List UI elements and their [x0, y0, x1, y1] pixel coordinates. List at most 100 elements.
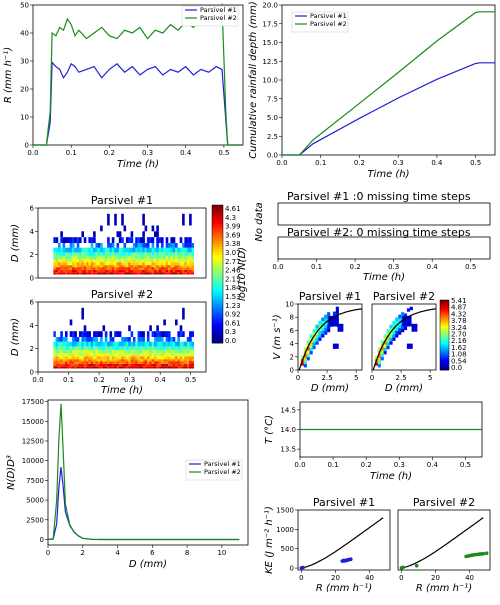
colorbar-segment [440, 322, 449, 325]
heatmap-cell [125, 363, 129, 367]
heatmap-cell [154, 331, 157, 337]
heatmap-cell [146, 237, 150, 243]
heatmap-cell [69, 269, 73, 273]
heatmap-cell [128, 269, 131, 273]
heatmap-cell [161, 366, 164, 369]
heatmap-cell [116, 255, 120, 260]
colorbar-segment [212, 262, 223, 267]
axes-frame [397, 509, 491, 571]
heatmap-cell [149, 265, 152, 268]
heatmap-cell [118, 366, 122, 369]
heatmap-cell [156, 325, 159, 332]
heatmap-cell [380, 350, 384, 354]
heatmap-cell [109, 337, 113, 342]
colorbar-tick-label: 4.87 [451, 304, 467, 312]
x-tick-label: 0.2 [350, 263, 361, 271]
heatmap-cell [58, 243, 61, 248]
heatmap-cell [55, 346, 59, 350]
x-axis-label: D (mm) [129, 559, 167, 570]
heatmap-cell [74, 247, 77, 253]
y-tick-label: 5.0 [267, 114, 278, 122]
heatmap-cell [88, 267, 91, 270]
heatmap-cell [321, 327, 325, 331]
heatmap-cell [79, 341, 82, 347]
heatmap-cell [306, 350, 310, 354]
heatmap-cell [189, 272, 192, 275]
heatmap-cell [58, 265, 61, 268]
heatmap-cell [161, 361, 164, 364]
x-tick-label: 0.2 [94, 376, 105, 384]
heatmap-cell [86, 265, 89, 268]
heatmap-cell [60, 252, 63, 256]
x-tick-label: 0.0 [27, 149, 38, 157]
heatmap-cell [109, 361, 113, 364]
heatmap-cell [189, 259, 192, 263]
heatmap-cell [179, 363, 183, 367]
heatmap-cell [116, 267, 120, 270]
heatmap-cell [102, 259, 106, 263]
heatmap-cell [55, 366, 59, 369]
heatmap-cell [163, 247, 166, 253]
colorbar-segment [440, 336, 449, 339]
heatmap-cell [154, 337, 157, 342]
heatmap-cell [104, 337, 108, 342]
heatmap-cell [53, 265, 56, 268]
heatmap-cell [76, 255, 80, 260]
heatmap-cell [93, 346, 96, 350]
heatmap-cell [107, 213, 110, 226]
heatmap-cell [95, 247, 98, 253]
heatmap-cell [72, 247, 75, 253]
heatmap-cell [116, 356, 120, 360]
heatmap-cell [315, 337, 319, 342]
heatmap-cell [65, 267, 68, 270]
heatmap-cell [72, 267, 75, 270]
heatmap-cell [321, 330, 325, 335]
heatmap-cell [191, 265, 194, 268]
heatmap-cell [67, 346, 70, 350]
heatmap-cell [151, 359, 155, 362]
heatmap-cell [76, 349, 80, 354]
heatmap-cell [172, 269, 176, 273]
heatmap-cell [67, 356, 70, 360]
heatmap-cell [125, 267, 129, 270]
heatmap-cell [151, 349, 155, 354]
heatmap-cell [132, 353, 136, 357]
heatmap-cell [182, 307, 185, 320]
heatmap-cell [142, 359, 145, 362]
colorbar-segment [440, 349, 449, 352]
heatmap-cell [172, 272, 176, 275]
series-line-parsivel-2 [47, 403, 240, 541]
missing-row-2: Parsivel #2: 0 missing time steps [287, 226, 471, 239]
heatmap-cell [165, 331, 169, 337]
colorbar-tick-label: 1.53 [225, 293, 241, 301]
x-tick-label: 0.2 [104, 149, 115, 157]
heatmap-cell [83, 269, 87, 273]
heatmap-cell [132, 341, 136, 347]
heatmap-cell [142, 366, 145, 369]
x-axis-label: Time (h) [117, 159, 159, 170]
heatmap-cell [406, 343, 413, 349]
heatmap-cell [184, 349, 187, 354]
heatmap-cell [168, 331, 171, 337]
colorbar-segment [440, 366, 449, 369]
heatmap-cell [104, 255, 108, 260]
heatmap-cell [62, 265, 66, 268]
heatmap-cell [69, 262, 73, 266]
heatmap-cell [107, 267, 110, 270]
heatmap-cell [60, 356, 63, 360]
heatmap-cell [76, 243, 80, 248]
heatmap-cell [116, 259, 120, 263]
heatmap-cell [58, 337, 61, 342]
y-tick-label: 2 [30, 251, 34, 259]
heatmap-cell [163, 366, 166, 369]
heatmap-cell [74, 346, 77, 350]
heatmap-cell [102, 262, 106, 266]
heatmap-cell [177, 331, 180, 337]
colorbar-tick-label: 0.0 [225, 337, 236, 345]
heatmap-cell [121, 237, 124, 243]
heatmap-cell [95, 255, 98, 260]
heatmap-cell [81, 269, 84, 273]
heatmap-cell [83, 259, 87, 263]
colorbar-tick-label: 2.15 [225, 275, 241, 283]
heatmap-cell [191, 349, 194, 354]
